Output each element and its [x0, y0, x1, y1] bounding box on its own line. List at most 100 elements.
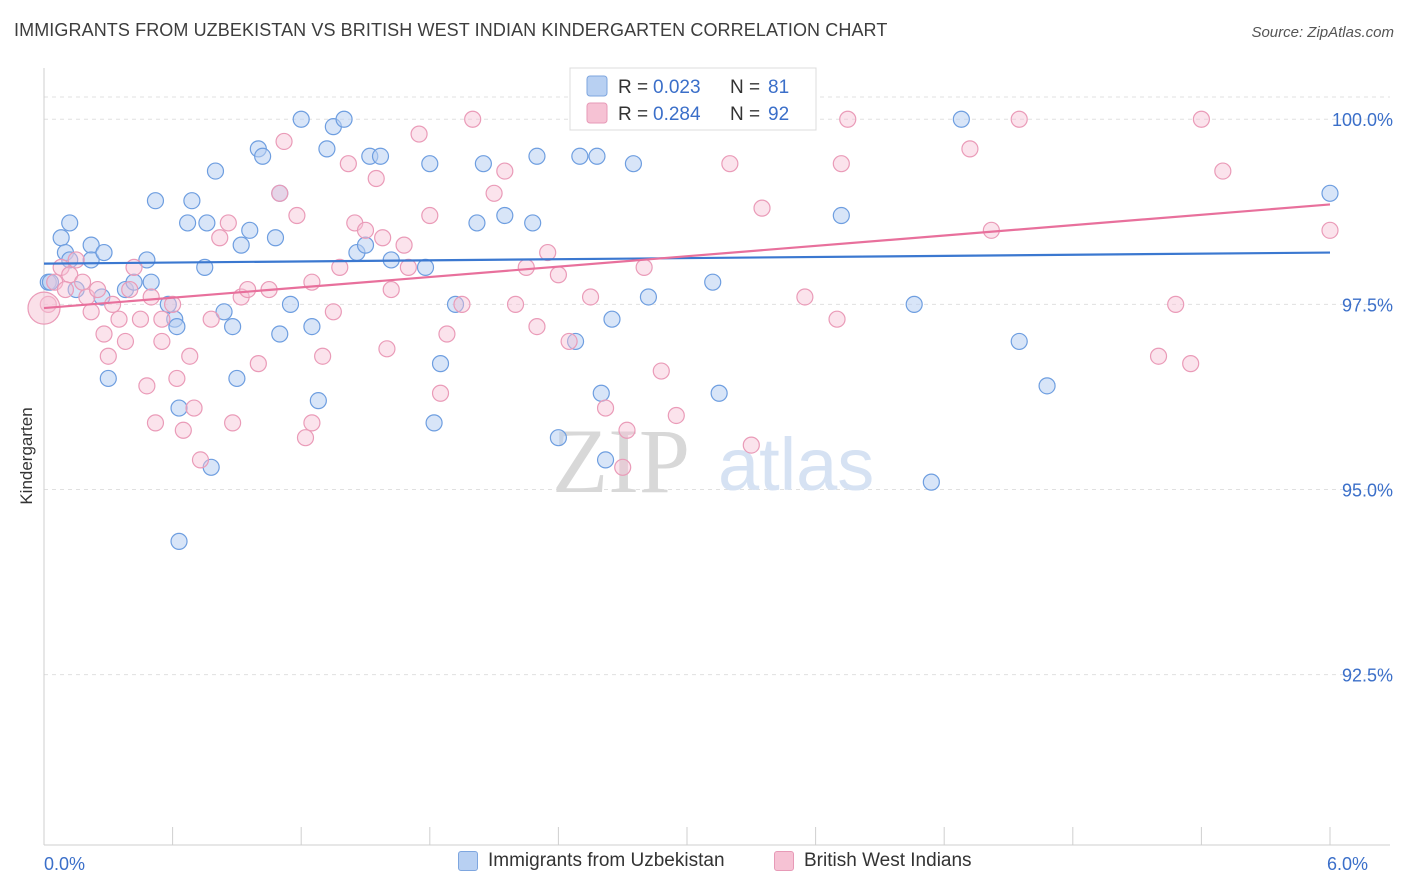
point-bwi [549, 266, 568, 284]
point-bwi [1192, 110, 1211, 128]
point-bwi [103, 295, 122, 313]
point-bwi [410, 125, 428, 143]
point-uzbekistan [179, 214, 197, 232]
point-uzbekistan [170, 399, 188, 417]
legend-n-value-2: 92 [768, 104, 789, 125]
point-uzbekistan [603, 310, 621, 328]
point-bwi [464, 110, 482, 128]
point-uzbekistan [832, 206, 850, 225]
point-uzbekistan [142, 273, 160, 291]
point-bwi [652, 362, 670, 380]
point-bwi [239, 280, 257, 299]
legend-swatch-bwi [774, 851, 794, 871]
point-bwi [453, 295, 471, 313]
legend-item-bwi: British West Indians [774, 850, 972, 872]
point-bwi [324, 303, 342, 321]
point-bwi [506, 295, 525, 313]
point-uzbekistan [421, 155, 439, 173]
point-bwi [185, 399, 203, 417]
watermark: ZIP atlas [552, 410, 874, 512]
point-bwi [121, 280, 139, 299]
point-uzbekistan [922, 473, 940, 491]
point-uzbekistan [309, 392, 327, 410]
point-uzbekistan [524, 214, 542, 232]
point-uzbekistan [468, 214, 486, 232]
source-label: Source: ZipAtlas.com [1251, 24, 1394, 41]
point-bwi [618, 421, 636, 439]
point-bwi [614, 458, 632, 476]
point-bwi [275, 132, 293, 151]
legend-n-label-1: N = [730, 77, 760, 98]
point-bwi [539, 243, 557, 262]
point-bwi [56, 280, 75, 299]
legend-swatch-uzbekistan [458, 851, 478, 871]
point-bwi [1167, 295, 1185, 313]
point-bwi [839, 110, 857, 128]
point-bwi [828, 310, 846, 328]
y-tick-label: 92.5% [1342, 666, 1393, 686]
chart-title: IMMIGRANTS FROM UZBEKISTAN VS BRITISH WE… [14, 20, 888, 40]
point-bwi [88, 280, 107, 299]
point-bwi [249, 355, 267, 373]
point-bwi [271, 184, 289, 202]
point-uzbekistan [474, 155, 492, 173]
point-bwi [168, 369, 186, 388]
point-uzbekistan [254, 147, 272, 165]
point-uzbekistan [198, 214, 216, 232]
point-bwi [224, 414, 242, 432]
point-bwi [67, 251, 85, 269]
point-bwi [116, 332, 135, 351]
point-uzbekistan [271, 325, 289, 343]
point-bwi [288, 206, 306, 225]
trend-line-uzbekistan [43, 251, 1331, 265]
data-points [27, 110, 1339, 550]
point-uzbekistan [528, 147, 546, 165]
watermark-zip: ZIP [552, 410, 690, 512]
point-uzbekistan [1038, 377, 1056, 395]
point-uzbekistan [571, 147, 589, 165]
point-bwi [181, 347, 199, 365]
point-bwi [191, 451, 210, 469]
point-bwi [138, 377, 156, 395]
point-uzbekistan [159, 295, 177, 313]
point-uzbekistan [446, 295, 465, 313]
point-uzbekistan [588, 147, 606, 165]
legend-r-label-2: R = [618, 104, 648, 125]
point-bwi [202, 310, 220, 328]
point-uzbekistan [138, 251, 156, 269]
point-bwi [596, 399, 615, 417]
legend-r-label-1: R = [618, 77, 648, 98]
point-bwi [485, 184, 503, 202]
point-bwi [635, 258, 653, 276]
point-bwi [742, 436, 760, 454]
point-uzbekistan [266, 229, 285, 247]
y-tick-labels: 100.0% 97.5% 95.0% 92.5% [1332, 110, 1393, 685]
y-axis-label: Kindergarten [17, 407, 36, 504]
point-bwi [174, 421, 192, 439]
point-bwi [378, 340, 396, 358]
point-bwi [331, 258, 349, 276]
point-bwi [219, 214, 237, 232]
point-uzbekistan [1321, 184, 1339, 202]
point-uzbekistan [146, 192, 165, 210]
point-uzbekistan [281, 295, 300, 313]
point-bwi [142, 288, 160, 306]
point-bwi [961, 140, 979, 158]
point-uzbekistan [425, 414, 443, 432]
point-uzbekistan [905, 295, 923, 313]
point-bwi [211, 229, 229, 247]
point-bwi [99, 347, 117, 365]
point-uzbekistan [952, 110, 970, 128]
point-bwi [153, 310, 171, 328]
point-uzbekistan [170, 532, 188, 550]
point-uzbekistan [303, 318, 321, 336]
point-bwi [73, 273, 92, 291]
point-bwi [296, 429, 315, 447]
point-uzbekistan [41, 273, 60, 291]
point-uzbekistan [356, 236, 375, 254]
point-uzbekistan [318, 140, 336, 158]
point-bwi [82, 303, 100, 321]
legend-r-value-2: 0.284 [653, 104, 701, 125]
point-bwi [581, 288, 600, 306]
